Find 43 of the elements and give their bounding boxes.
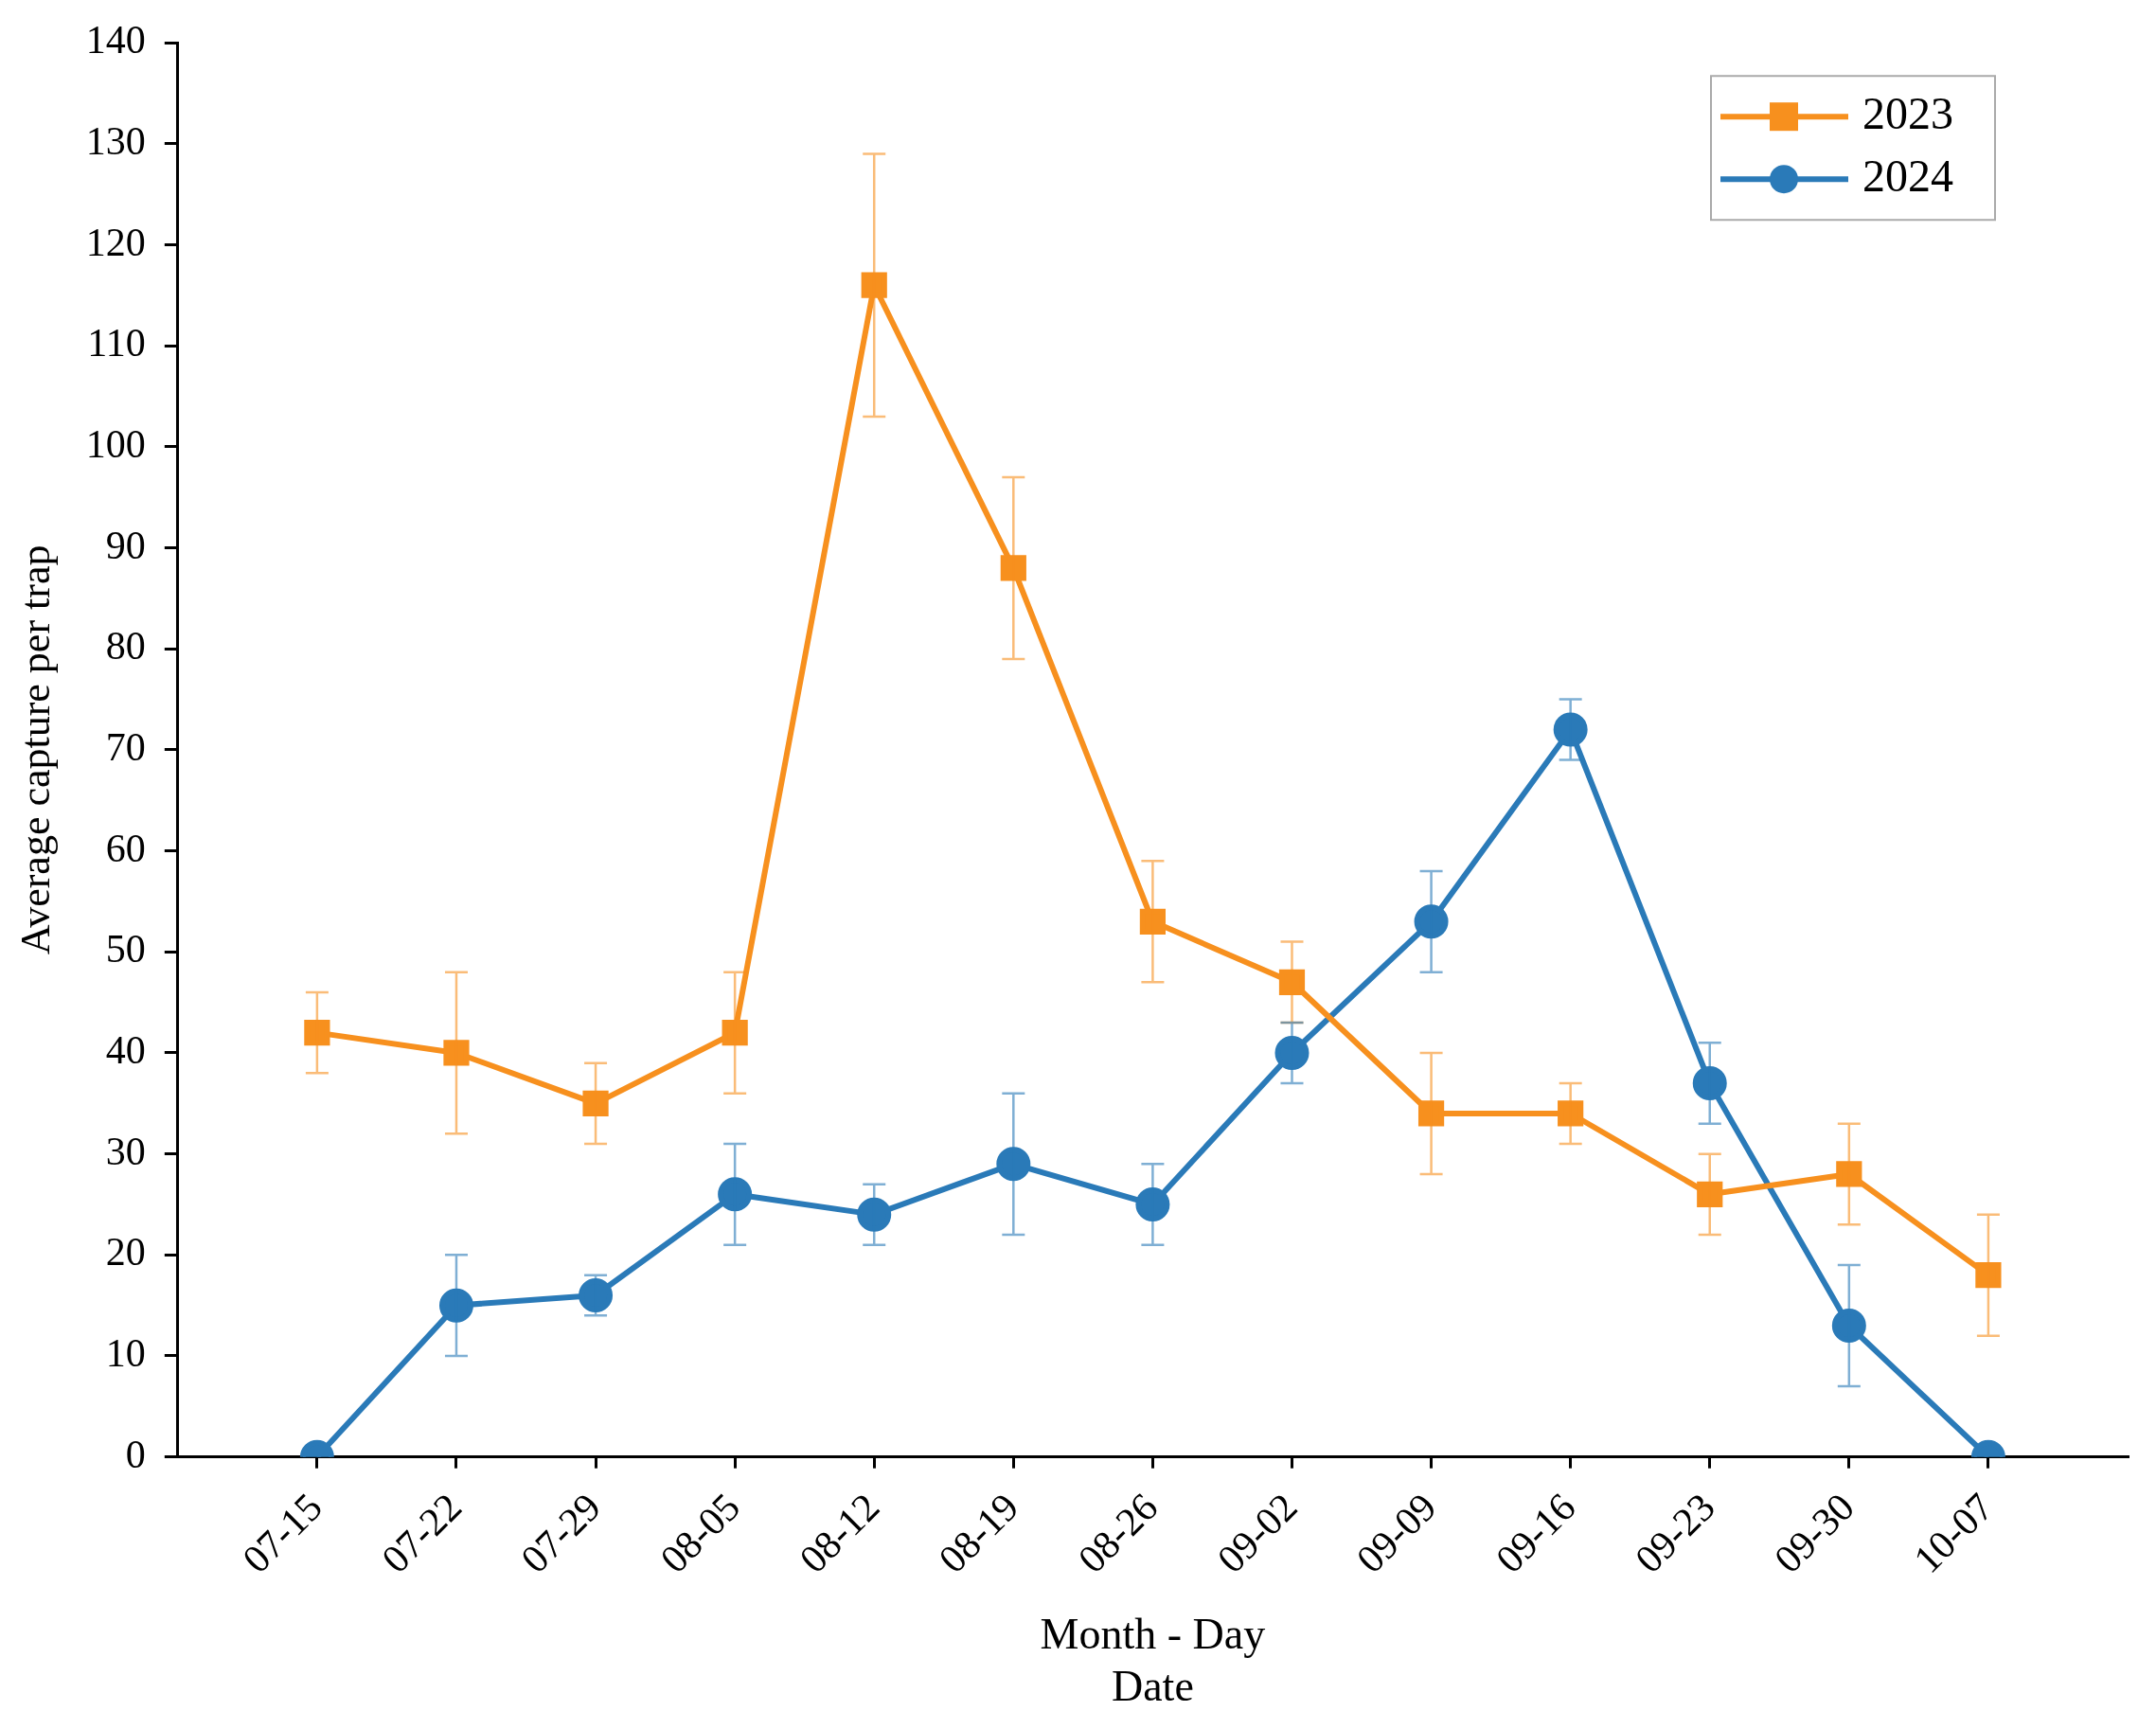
point [1139,908,1167,935]
point [857,1197,892,1232]
point [1553,712,1588,747]
y-tick-label: 0 [125,1432,146,1476]
point [1697,1181,1723,1207]
y-axis-title: Average capture per trap [11,544,59,955]
legend-label: 2024 [1862,150,1953,201]
point [1975,1262,2002,1289]
point [1692,1065,1727,1100]
point [996,1147,1031,1182]
point [443,1040,470,1066]
point [1414,904,1449,939]
point [579,1277,614,1312]
legend-label: 2023 [1862,87,1953,138]
y-tick-label: 40 [105,1028,146,1072]
y-tick-label: 140 [85,18,146,62]
point [304,1020,330,1046]
y-tick-label: 10 [105,1331,146,1376]
y-tick-label: 100 [85,421,146,466]
y-tick-label: 30 [105,1129,146,1173]
point [1417,1100,1445,1127]
y-tick-label: 120 [85,220,146,264]
point [1558,1100,1584,1127]
y-tick-label: 20 [105,1230,146,1274]
y-tick-label: 130 [85,118,146,163]
y-tick-label: 90 [105,523,146,567]
point [1000,555,1026,581]
point [438,1288,473,1323]
y-tick-label: 60 [105,826,146,870]
y-tick-label: 110 [87,321,146,365]
point [1831,1308,1866,1343]
y-tick-label: 80 [105,624,146,668]
point [1278,969,1306,995]
x-axis-title: Month - Day Date [1040,1610,1266,1711]
y-tick-label: 70 [105,724,146,769]
point [1274,1035,1310,1070]
y-tick-label: 50 [105,927,146,971]
point [718,1177,753,1212]
point [861,272,887,298]
point [582,1090,609,1116]
point [1836,1161,1862,1187]
point [1135,1186,1170,1221]
point [722,1020,748,1046]
